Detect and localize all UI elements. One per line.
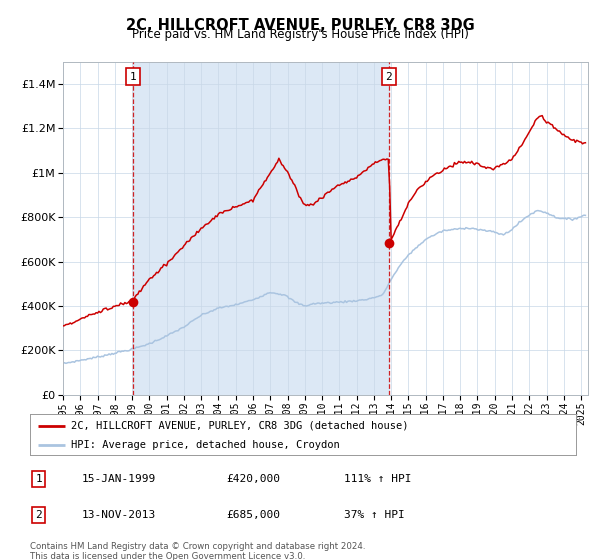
Text: 37% ↑ HPI: 37% ↑ HPI [344, 510, 404, 520]
Text: 1: 1 [35, 474, 42, 484]
Text: 13-NOV-2013: 13-NOV-2013 [82, 510, 156, 520]
Text: £685,000: £685,000 [227, 510, 281, 520]
Text: Price paid vs. HM Land Registry's House Price Index (HPI): Price paid vs. HM Land Registry's House … [131, 28, 469, 41]
Text: 2: 2 [35, 510, 42, 520]
Text: Contains HM Land Registry data © Crown copyright and database right 2024.
This d: Contains HM Land Registry data © Crown c… [30, 542, 365, 560]
Text: 1: 1 [130, 72, 136, 82]
Text: 2: 2 [386, 72, 392, 82]
Text: 111% ↑ HPI: 111% ↑ HPI [344, 474, 412, 484]
Text: HPI: Average price, detached house, Croydon: HPI: Average price, detached house, Croy… [71, 440, 340, 450]
Text: 2C, HILLCROFT AVENUE, PURLEY, CR8 3DG (detached house): 2C, HILLCROFT AVENUE, PURLEY, CR8 3DG (d… [71, 421, 409, 431]
Text: £420,000: £420,000 [227, 474, 281, 484]
Text: 2C, HILLCROFT AVENUE, PURLEY, CR8 3DG: 2C, HILLCROFT AVENUE, PURLEY, CR8 3DG [125, 18, 475, 33]
Bar [133, 62, 389, 395]
Text: 15-JAN-1999: 15-JAN-1999 [82, 474, 156, 484]
